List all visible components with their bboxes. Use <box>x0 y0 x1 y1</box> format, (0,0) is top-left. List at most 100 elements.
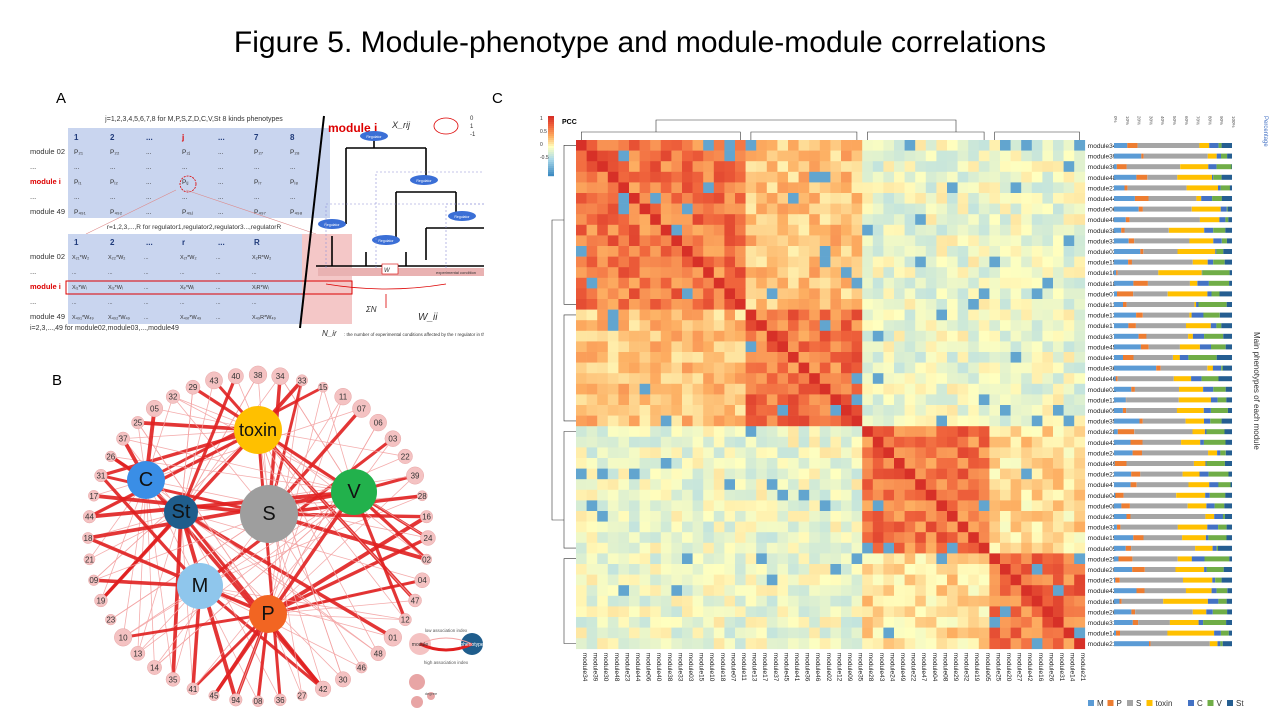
module-node-label: 48 <box>374 649 383 658</box>
heatmap-cell <box>766 574 778 586</box>
panel-c-heatmap: module34module39module30module48module23… <box>540 116 1268 708</box>
heatmap-cell <box>872 256 884 268</box>
heatmap-cell <box>756 299 768 310</box>
heatmap-cell <box>1042 458 1054 469</box>
percentage-bar-segment <box>1228 217 1232 223</box>
heatmap-cell <box>862 426 874 438</box>
heatmap-cell <box>586 542 598 554</box>
heatmap-cell <box>798 246 810 257</box>
column-label: module06 <box>645 653 652 682</box>
heatmap-cell <box>692 267 704 279</box>
heatmap-cell <box>925 161 937 173</box>
heatmap-cell <box>1010 224 1022 236</box>
percentage-bar-segment <box>1138 620 1170 625</box>
heatmap-cell <box>978 150 990 162</box>
heatmap-cell <box>809 426 821 438</box>
heatmap-cell <box>830 468 842 480</box>
module-node-label: 22 <box>401 452 410 461</box>
heatmap-cell <box>1021 585 1033 597</box>
heatmap-cell <box>957 309 969 321</box>
heatmap-cell <box>819 500 831 512</box>
heatmap-cell <box>607 447 619 459</box>
heatmap-cell <box>607 617 619 628</box>
heatmap-cell <box>1031 468 1043 480</box>
top-table-cell: ... <box>182 194 188 201</box>
heatmap-cell <box>597 415 609 427</box>
association-edge <box>145 479 174 680</box>
heatmap-cell <box>798 489 810 501</box>
heatmap-cell <box>692 511 704 522</box>
top-table-cell: ... <box>110 194 116 201</box>
heatmap-cell <box>724 161 736 173</box>
heatmap-cell <box>1010 246 1022 257</box>
heatmap-cell <box>830 595 842 607</box>
percentage-bar-segment <box>1219 312 1232 318</box>
heatmap-cell <box>745 203 757 215</box>
heatmap-cell <box>756 320 768 332</box>
heatmap-cell <box>1042 479 1054 491</box>
module-node <box>383 628 402 647</box>
heatmap-cell <box>618 638 630 650</box>
heatmap-cell <box>947 521 958 533</box>
heatmap-cell <box>1063 150 1075 162</box>
heatmap-cell <box>978 553 990 565</box>
row-label: module14 <box>1088 631 1117 638</box>
heatmap-cell <box>576 564 587 575</box>
heatmap-cell <box>1031 436 1043 448</box>
heatmap-cell <box>1074 150 1086 162</box>
association-edge <box>199 585 393 638</box>
percentage-bar-segment <box>1220 630 1229 636</box>
column-label: module12 <box>835 653 842 682</box>
heatmap-cell <box>1000 203 1011 215</box>
heatmap-cell <box>1000 617 1011 628</box>
module-node-label: 03 <box>388 435 397 444</box>
heatmap-cell <box>735 426 746 438</box>
heatmap-cell <box>756 182 768 194</box>
regulator-node <box>448 211 476 221</box>
heatmap-cell <box>1042 150 1054 162</box>
heatmap-cell <box>915 309 927 321</box>
top-table-row-label: module i <box>30 177 61 186</box>
heatmap-cell <box>639 299 651 310</box>
heatmap-cell <box>682 224 693 236</box>
heatmap-cell <box>735 203 746 215</box>
heatmap-cell <box>819 617 831 628</box>
heatmap-cell <box>682 447 693 459</box>
heatmap-cell <box>1074 383 1086 395</box>
percentage-bar-segment <box>1121 503 1130 509</box>
heatmap-cell <box>671 235 683 247</box>
heatmap-cell <box>1021 532 1033 544</box>
heatmap-cell <box>819 288 831 300</box>
module-node <box>273 693 287 707</box>
percentage-bar-segment <box>1146 333 1188 339</box>
heatmap-cell <box>756 267 768 279</box>
heatmap-cell <box>798 585 810 597</box>
heatmap-cell <box>819 585 831 597</box>
percentage-bar-segment <box>1114 217 1126 223</box>
percentage-bar-segment <box>1221 577 1232 583</box>
heatmap-cell <box>894 511 905 522</box>
heatmap-cell <box>1042 171 1054 183</box>
heatmap-cell <box>947 214 958 226</box>
percentage-bar-segment <box>1114 514 1127 519</box>
percentage-bar-segment <box>1191 376 1202 382</box>
heatmap-cell <box>1074 638 1086 650</box>
heatmap-cell <box>660 627 672 639</box>
percentage-bar-segment <box>1114 492 1116 498</box>
module-node-label: 47 <box>411 596 420 605</box>
heatmap-cell <box>1031 182 1043 194</box>
heatmap-cell <box>788 447 799 459</box>
heatmap-cell <box>1042 542 1054 554</box>
heatmap-cell <box>936 161 948 173</box>
heatmap-cell <box>798 193 810 204</box>
heatmap-cell <box>713 521 725 533</box>
heatmap-cell <box>968 521 980 533</box>
heatmap-cell <box>607 214 619 226</box>
heatmap-cell <box>862 500 874 512</box>
percentage-bar-segment <box>1114 567 1133 572</box>
heatmap-cell <box>671 383 683 395</box>
percentage-bar-segment <box>1132 556 1178 562</box>
heatmap-cell <box>682 436 693 448</box>
heatmap-cell <box>968 352 980 363</box>
heatmap-cell <box>1000 299 1011 310</box>
